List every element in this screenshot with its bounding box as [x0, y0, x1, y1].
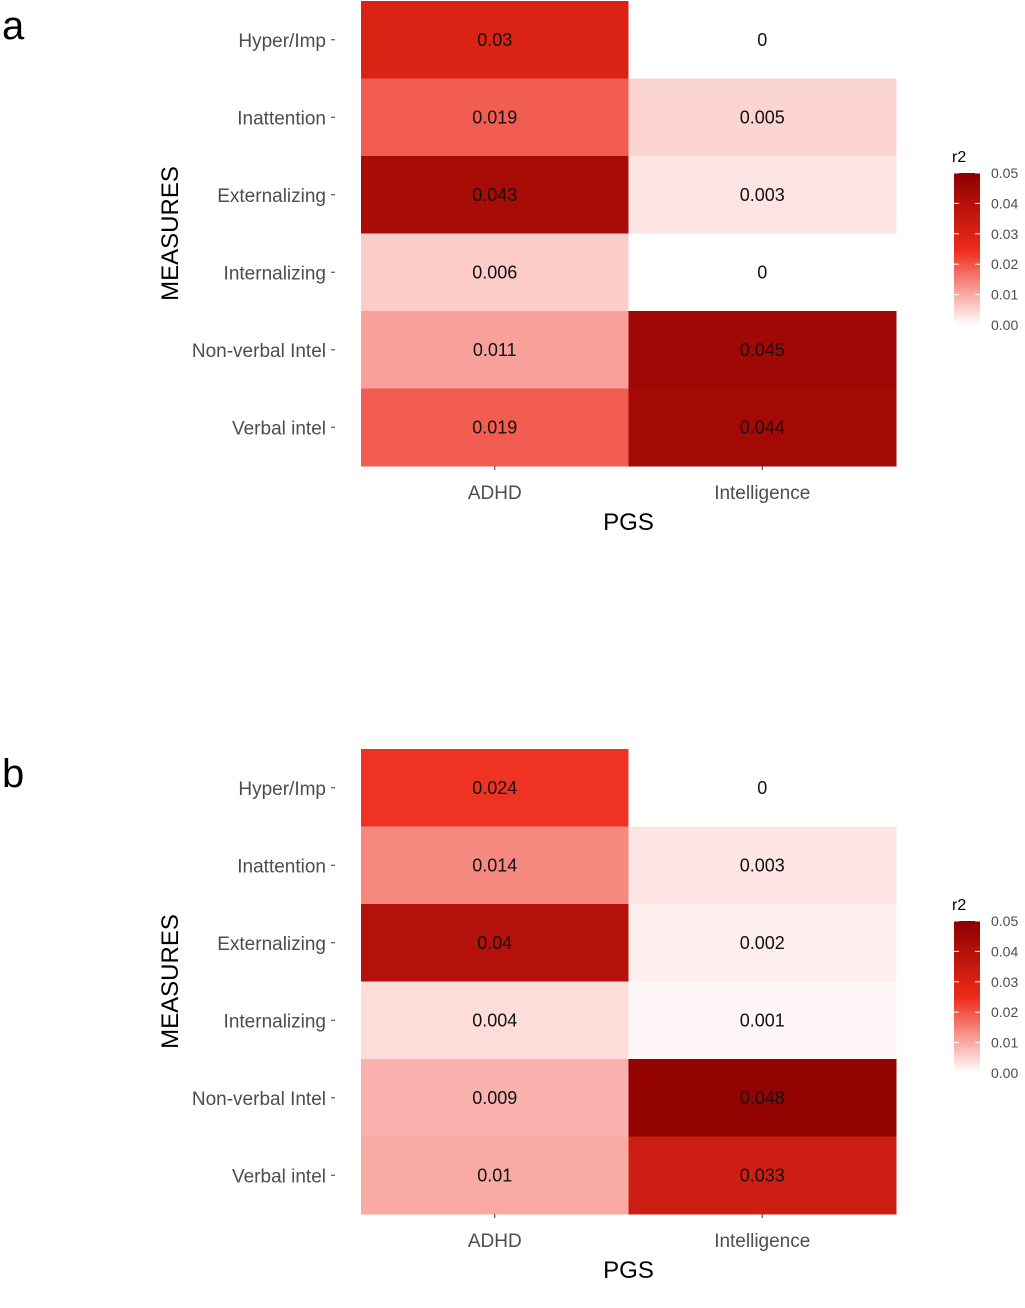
y-tick-label: Externalizing [217, 186, 326, 207]
heatmap-cell [361, 78, 629, 157]
heatmap-cell [361, 1136, 629, 1215]
panel-label: b [2, 752, 25, 796]
y-tick-label: Hyper/Imp [238, 31, 326, 52]
cell-value-label: 0 [757, 30, 767, 50]
cell-value-label: 0.004 [472, 1010, 517, 1030]
x-tick-label: ADHD [468, 1231, 522, 1252]
heatmap-cell [361, 981, 629, 1060]
legend-tick-label: 0.04 [991, 943, 1018, 959]
legend-title: r2 [952, 897, 966, 914]
cell-value-label: 0.009 [472, 1088, 517, 1108]
heatmap-cell [628, 981, 897, 1060]
heatmap-cell [628, 78, 897, 157]
cell-value-label: 0.001 [740, 1010, 785, 1030]
legend-tick-label: 0.02 [991, 256, 1018, 272]
cell-value-label: 0.014 [472, 855, 517, 875]
legend-tick-label: 0.03 [991, 226, 1018, 242]
heatmap-cell [361, 749, 629, 827]
legend-tick-label: 0.03 [991, 974, 1018, 990]
x-axis-title: PGS [603, 509, 654, 536]
heatmap-cell [628, 388, 897, 467]
heatmap-cell [628, 311, 897, 389]
legend-colorbar [954, 921, 980, 1073]
heatmap-cell [361, 904, 629, 982]
legend-tick-label: 0.05 [991, 165, 1018, 181]
y-tick-label: Non-verbal Intel [192, 1089, 326, 1110]
heatmap-cell [628, 233, 897, 312]
panel-label: a [2, 4, 25, 48]
heatmap-cell [628, 904, 897, 982]
cell-value-label: 0 [757, 262, 767, 282]
y-tick-label: Hyper/Imp [238, 779, 326, 800]
legend-tick-label: 0.04 [991, 195, 1018, 211]
legend-tick-label: 0.00 [991, 317, 1018, 333]
cell-value-label: 0.003 [740, 855, 785, 875]
heatmap-chart-a: 0.03 0 0.019 0.005 0.043 0.003 0.006 0 0.011 0.04… [157, 1, 1018, 536]
heatmap-cell [361, 156, 629, 234]
y-tick-label: Internalizing [224, 263, 326, 284]
y-tick-label: Internalizing [224, 1011, 326, 1032]
cell-value-label: 0.045 [740, 340, 785, 360]
heatmap-cell [361, 233, 629, 312]
legend-tick-label: 0.00 [991, 1065, 1018, 1081]
y-tick-label: Externalizing [217, 934, 326, 955]
y-tick-label: Non-verbal Intel [192, 341, 326, 362]
cell-value-label: 0.043 [472, 185, 517, 205]
cell-value-label: 0.003 [740, 185, 785, 205]
cell-value-label: 0.03 [477, 30, 512, 50]
heatmap-cell [361, 1, 629, 79]
heatmap-panel-b: b 0.024 0 0.014 0.003 0.04 0.002 0.004 0.001 0.0… [0, 748, 1025, 1308]
cell-value-label: 0.048 [740, 1088, 785, 1108]
cell-value-label: 0.044 [740, 417, 785, 437]
heatmap-cell [628, 156, 897, 234]
x-tick-label: Intelligence [714, 483, 810, 504]
legend-colorbar [954, 173, 980, 325]
heatmap-cell [361, 311, 629, 389]
cell-value-label: 0.002 [740, 933, 785, 953]
heatmap-cell [628, 1059, 897, 1137]
heatmap-cell [361, 826, 629, 905]
x-tick-label: Intelligence [714, 1231, 810, 1252]
legend-tick-label: 0.02 [991, 1004, 1018, 1020]
cell-value-label: 0.033 [740, 1165, 785, 1185]
cell-value-label: 0.019 [472, 107, 517, 127]
heatmap-panel-a: a 0.03 0 0.019 0.005 0.043 0.003 0.006 0 0.011 0.… [0, 0, 1025, 560]
y-axis-title: MEASURES [157, 166, 184, 301]
x-tick-label: ADHD [468, 483, 522, 504]
cell-value-label: 0.01 [477, 1165, 512, 1185]
legend-tick-label: 0.01 [991, 1035, 1018, 1051]
legend-tick-label: 0.05 [991, 913, 1018, 929]
cell-value-label: 0.04 [477, 933, 512, 953]
heatmap-cell [361, 1059, 629, 1137]
heatmap-cell [628, 1136, 897, 1215]
heatmap-chart-b: 0.024 0 0.014 0.003 0.04 0.002 0.004 0.001 0.009… [157, 749, 1018, 1284]
heatmap-cell [628, 1, 897, 79]
heatmap-cell [628, 826, 897, 905]
cell-value-label: 0.005 [740, 107, 785, 127]
heatmap-cell [628, 749, 897, 827]
y-tick-label: Inattention [237, 108, 326, 129]
heatmap-cell [361, 388, 629, 467]
y-tick-label: Verbal intel [232, 418, 326, 439]
y-axis-title: MEASURES [157, 914, 184, 1049]
cell-value-label: 0.011 [473, 340, 517, 360]
y-tick-label: Inattention [237, 856, 326, 877]
cell-value-label: 0.019 [472, 417, 517, 437]
cell-value-label: 0.024 [472, 778, 517, 798]
cell-value-label: 0 [757, 778, 767, 798]
y-tick-label: Verbal intel [232, 1166, 326, 1187]
legend-title: r2 [952, 149, 966, 166]
legend-tick-label: 0.01 [991, 287, 1018, 303]
cell-value-label: 0.006 [472, 262, 517, 282]
